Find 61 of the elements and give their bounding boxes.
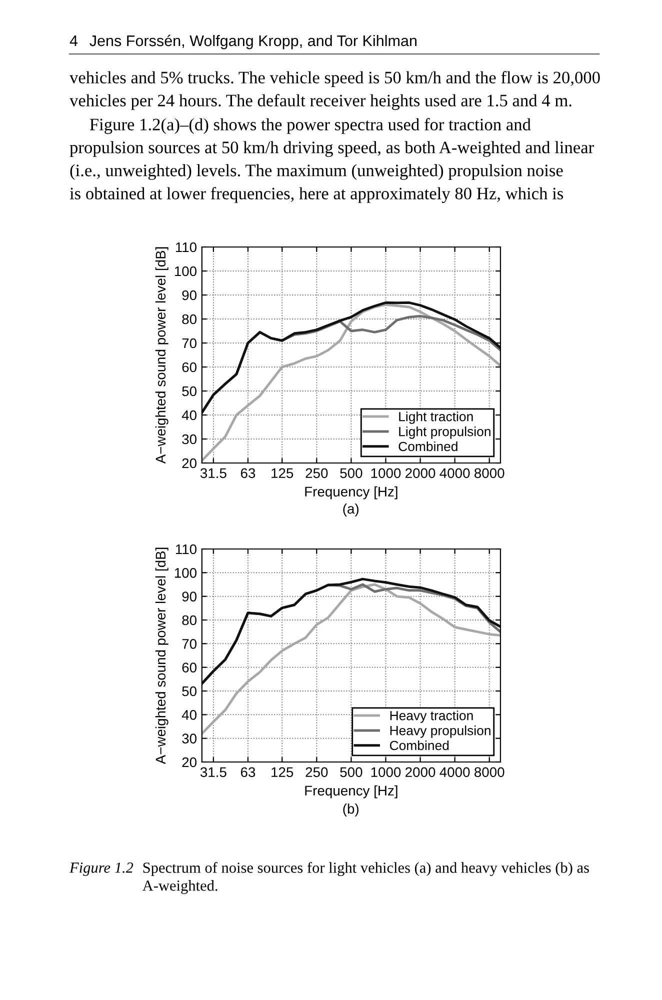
caption: Figure 1.2	[69, 862, 134, 876]
x-tick-label: 31.5	[200, 468, 226, 478]
y-tick-label: 70	[182, 338, 197, 348]
caption: Figure 1.2(a)–(d) shows the power spectra used for traction and	[90, 118, 531, 134]
y-tick-label: 20	[182, 458, 197, 468]
x-tick-label: 4000	[440, 767, 470, 778]
y-tick-label: 100	[174, 266, 197, 276]
y-tick-label: 30	[182, 434, 197, 444]
x-tick-label: 63	[240, 767, 256, 778]
y-tick-label: 80	[182, 615, 197, 626]
text: Spectrum of noise sources for light vehicles (a) and heavy vehicles (b) as	[143, 862, 589, 876]
text: (i.e., unweighted) levels. The maximum (unweighted) propulsion noise	[70, 164, 563, 180]
legend-label: Combined	[398, 441, 458, 452]
x-tick-label: 500	[340, 468, 362, 478]
y-tick-label: 90	[182, 290, 197, 300]
text: (b)	[343, 804, 358, 816]
y-tick-label: 30	[182, 734, 197, 744]
y-tick-label: 40	[182, 410, 197, 420]
x-tick-label: 125	[272, 767, 294, 778]
text: A-weighted.	[142, 880, 218, 894]
x-tick-label: 2000	[406, 468, 436, 478]
y-tick-label: 70	[182, 639, 197, 649]
y-tick-label: 110	[176, 544, 197, 554]
x-tick-label: 8000	[474, 767, 504, 778]
y-tick-label: 20	[182, 757, 197, 768]
y-tick-label: 100	[174, 568, 197, 578]
x-tick-label: 4000	[440, 468, 470, 478]
x-tick-label: 250	[306, 468, 328, 478]
y-tick-label: 110	[176, 242, 197, 252]
y-tick-label: 50	[182, 686, 197, 696]
y-tick-label: 60	[182, 662, 197, 673]
text: is obtained at lower frequencies, here at approximately 80 Hz, which is	[70, 187, 564, 203]
y-tick-label: 40	[182, 710, 197, 720]
x-tick-label: 31.5	[200, 767, 226, 778]
legend-label: Heavy propulsion	[390, 726, 490, 738]
x-tick-label: 8000	[474, 468, 504, 478]
x-tick-label: 2000	[406, 767, 436, 778]
text: (a)	[343, 504, 358, 516]
x-tick-label: 250	[306, 767, 328, 778]
y-tick-label: 50	[182, 386, 197, 396]
y-axis-title: A−weighted sound power level [dB]	[155, 247, 168, 464]
legend-label: Combined	[390, 740, 449, 750]
text: vehicles per 24 hours. The default receiver heights used are 1.5 and 4 m.	[70, 94, 572, 110]
text: Jens Forssén, Wolfgang Kropp, and Tor Kihlman	[90, 34, 416, 50]
x-tick-label: 500	[340, 767, 362, 778]
legend-label: Light traction	[399, 412, 473, 424]
x-axis-title: Frequency [Hz]	[305, 486, 398, 500]
text: vehicles and 5% trucks. The vehicle speed is 50 km/h and the flow is 20,000	[70, 71, 600, 87]
x-tick-label: 125	[272, 468, 294, 478]
legend-label: Light propulsion	[399, 426, 490, 439]
x-tick-label: 1000	[371, 468, 401, 478]
x-axis-title: Frequency [Hz]	[305, 785, 398, 798]
y-tick-label: 60	[182, 362, 197, 372]
x-tick-label: 1000	[371, 767, 401, 778]
text: 4	[70, 35, 78, 46]
y-tick-label: 80	[182, 314, 197, 324]
text: propulsion sources at 50 km/h driving speed, as both A-weighted and linear	[70, 141, 594, 157]
y-axis-title: A−weighted sound power level [dB]	[155, 548, 168, 764]
legend-label: Heavy traction	[390, 710, 473, 723]
y-tick-label: 90	[182, 592, 197, 602]
x-tick-label: 63	[240, 468, 256, 478]
